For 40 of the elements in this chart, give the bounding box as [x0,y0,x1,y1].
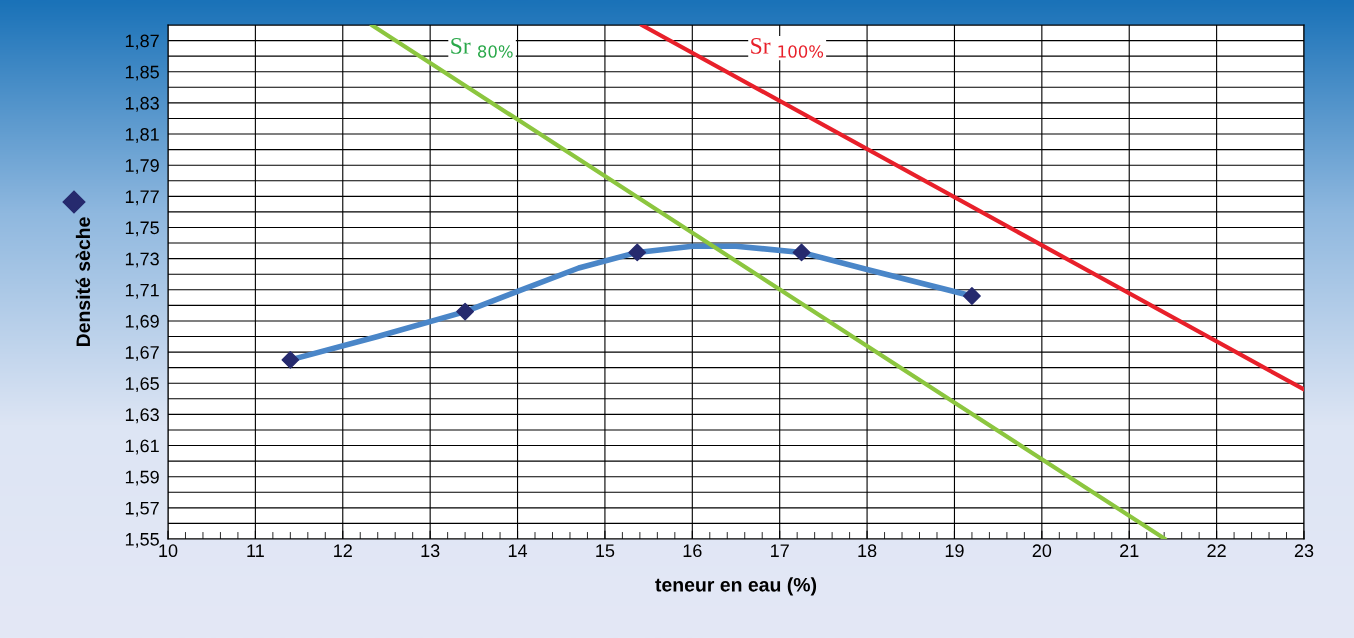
y-tick-label: 1,65 [125,377,159,393]
x-tick-label: 11 [247,544,264,557]
x-tick-label: 15 [596,544,615,558]
y-tick-label: 1,85 [125,65,159,81]
x-tick-label: 14 [508,544,528,557]
y-tick-label: 1,81 [125,127,159,143]
x-tick-label: 13 [421,544,440,558]
point [792,243,811,262]
point [963,287,981,305]
annotation: Sr $_{80%}$ [451,37,513,58]
x-tick-label: 21 [1120,544,1139,557]
y-tick-label: 1,83 [125,96,159,112]
x-tick-label: 23 [1294,544,1314,558]
x-tick-label: 16 [683,544,702,558]
y-tick-label: 1,55 [125,533,159,548]
x-tick-label: 22 [1207,544,1226,557]
point [281,350,300,369]
annotation: Sr $_{100%}$ [751,37,824,58]
y-tick-label: 1,75 [125,221,159,237]
x-tick-label: 18 [858,544,877,558]
y-tick-label: 1,69 [125,314,159,330]
y-tick-label: 1,87 [125,34,159,50]
point [628,243,647,262]
y-tick-label: 1,77 [125,190,159,206]
point [456,302,475,321]
x-tick-label: 12 [334,544,352,557]
y-tick-label: 1,67 [125,346,159,361]
y-axis-title: Densité sèche [75,217,91,347]
x-tick-label: 20 [1032,544,1052,558]
y-tick-label: 1,59 [125,470,159,486]
x-tick-label: 19 [945,544,964,558]
x-tick-label: 17 [771,544,789,557]
x-axis-title: teneur en eau (%) [655,577,817,596]
y-tick-label: 1,63 [125,408,159,424]
y-tick-label: 1,57 [125,501,159,517]
y-tick-label: 1,61 [125,439,159,455]
y-tick-label: 1,71 [125,283,159,299]
x-tick-label: 10 [159,544,178,558]
y-tick-label: 1,79 [125,159,159,175]
y-tick-label: 1,73 [125,252,159,268]
